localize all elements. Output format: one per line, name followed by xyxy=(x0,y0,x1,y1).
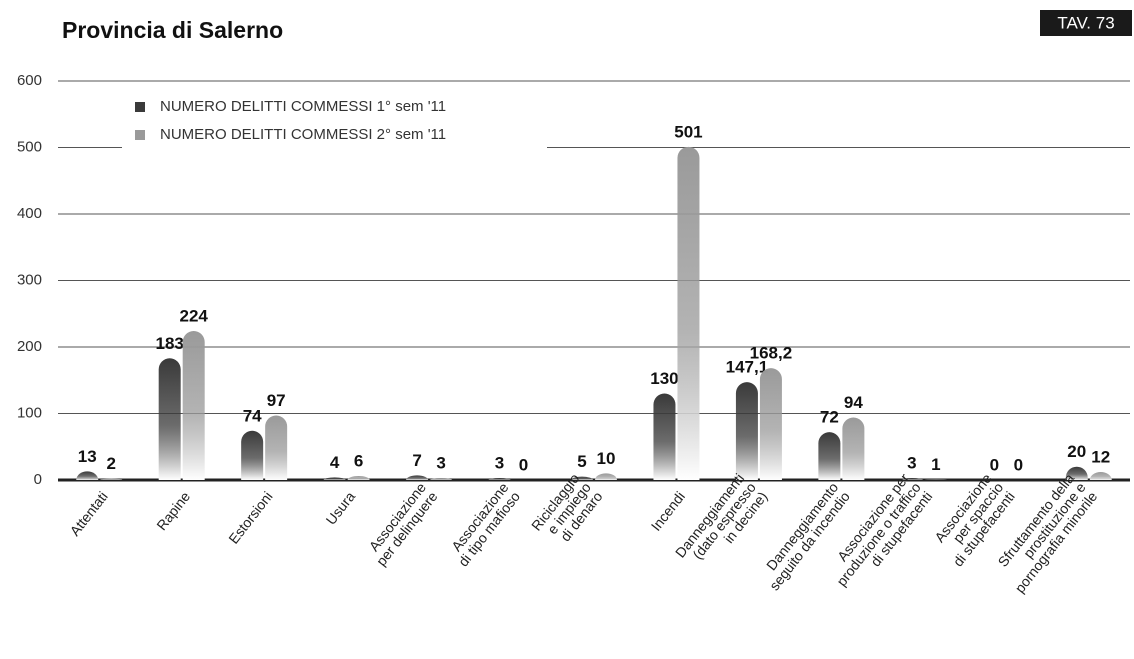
x-tick-label: Usura xyxy=(322,488,358,527)
bar xyxy=(653,393,676,480)
bar xyxy=(900,478,923,480)
value-label: 1 xyxy=(931,455,940,474)
bar xyxy=(842,417,865,480)
bar xyxy=(488,478,511,480)
bar xyxy=(759,368,782,480)
y-tick-label: 500 xyxy=(17,138,42,155)
value-label: 3 xyxy=(495,453,504,472)
bar xyxy=(818,432,841,480)
value-label: 72 xyxy=(820,408,839,427)
x-tick-label: Attentati xyxy=(66,488,110,538)
legend-label: NUMERO DELITTI COMMESSI 2° sem '11 xyxy=(160,126,446,143)
legend-swatch xyxy=(135,102,145,112)
bar xyxy=(323,477,346,480)
bar xyxy=(1089,472,1112,480)
x-tick-label: Incendi xyxy=(647,488,687,533)
bar xyxy=(430,478,453,480)
x-tick-label: Associazionedi tipo mafioso xyxy=(443,479,523,569)
value-label: 501 xyxy=(674,122,702,141)
bar xyxy=(76,471,99,480)
y-tick-label: 600 xyxy=(17,72,42,89)
bar xyxy=(677,146,700,480)
value-label: 168,2 xyxy=(750,344,793,363)
bar xyxy=(158,358,181,480)
value-label: 7 xyxy=(412,451,421,470)
legend-swatch xyxy=(135,130,145,140)
x-tick-label: Danneggiamenti(dato espressoin decine) xyxy=(672,470,771,578)
y-tick-label: 300 xyxy=(17,271,42,288)
bar xyxy=(347,476,370,480)
value-label: 224 xyxy=(180,307,209,326)
value-label: 0 xyxy=(519,455,528,474)
bar xyxy=(241,430,264,480)
legend-bg xyxy=(122,90,547,152)
value-label: 6 xyxy=(354,451,363,470)
badge: TAV. 73 xyxy=(1057,13,1114,32)
bar xyxy=(265,415,288,480)
value-label: 130 xyxy=(650,369,678,388)
bar xyxy=(595,473,617,480)
value-label: 74 xyxy=(243,406,262,425)
value-label: 3 xyxy=(436,453,445,472)
value-label: 0 xyxy=(1014,455,1023,474)
value-label: 5 xyxy=(577,452,586,471)
value-label: 97 xyxy=(267,391,286,410)
y-tick-label: 200 xyxy=(17,338,42,355)
bar xyxy=(406,475,429,480)
bar xyxy=(182,331,205,480)
value-label: 2 xyxy=(106,454,115,473)
x-tick-label: Associazioneper delinquere xyxy=(361,479,440,569)
value-label: 12 xyxy=(1091,448,1110,467)
value-label: 20 xyxy=(1067,442,1086,461)
bar xyxy=(735,382,758,480)
value-label: 10 xyxy=(597,449,616,468)
y-tick-label: 0 xyxy=(34,471,42,488)
bar xyxy=(100,478,123,480)
value-label: 13 xyxy=(78,447,97,466)
chart-title: Provincia di Salerno xyxy=(62,17,283,43)
bar xyxy=(1065,466,1088,480)
value-label: 4 xyxy=(330,453,340,472)
x-tick-label: Rapine xyxy=(153,488,193,533)
value-label: 183 xyxy=(156,334,184,353)
value-label: 147,1 xyxy=(726,358,769,377)
legend-label: NUMERO DELITTI COMMESSI 1° sem '11 xyxy=(160,98,446,115)
bar xyxy=(924,479,947,481)
x-tick-label: Estorsioni xyxy=(225,488,275,546)
badge-bg xyxy=(1040,10,1132,36)
value-label: 94 xyxy=(844,393,863,412)
bar xyxy=(571,476,593,480)
y-tick-label: 100 xyxy=(17,404,42,421)
x-tick-label: Riciclaggioe impiegodi denaro xyxy=(528,470,606,551)
value-label: 0 xyxy=(990,455,999,474)
value-label: 3 xyxy=(907,453,916,472)
y-tick-label: 400 xyxy=(17,205,42,222)
